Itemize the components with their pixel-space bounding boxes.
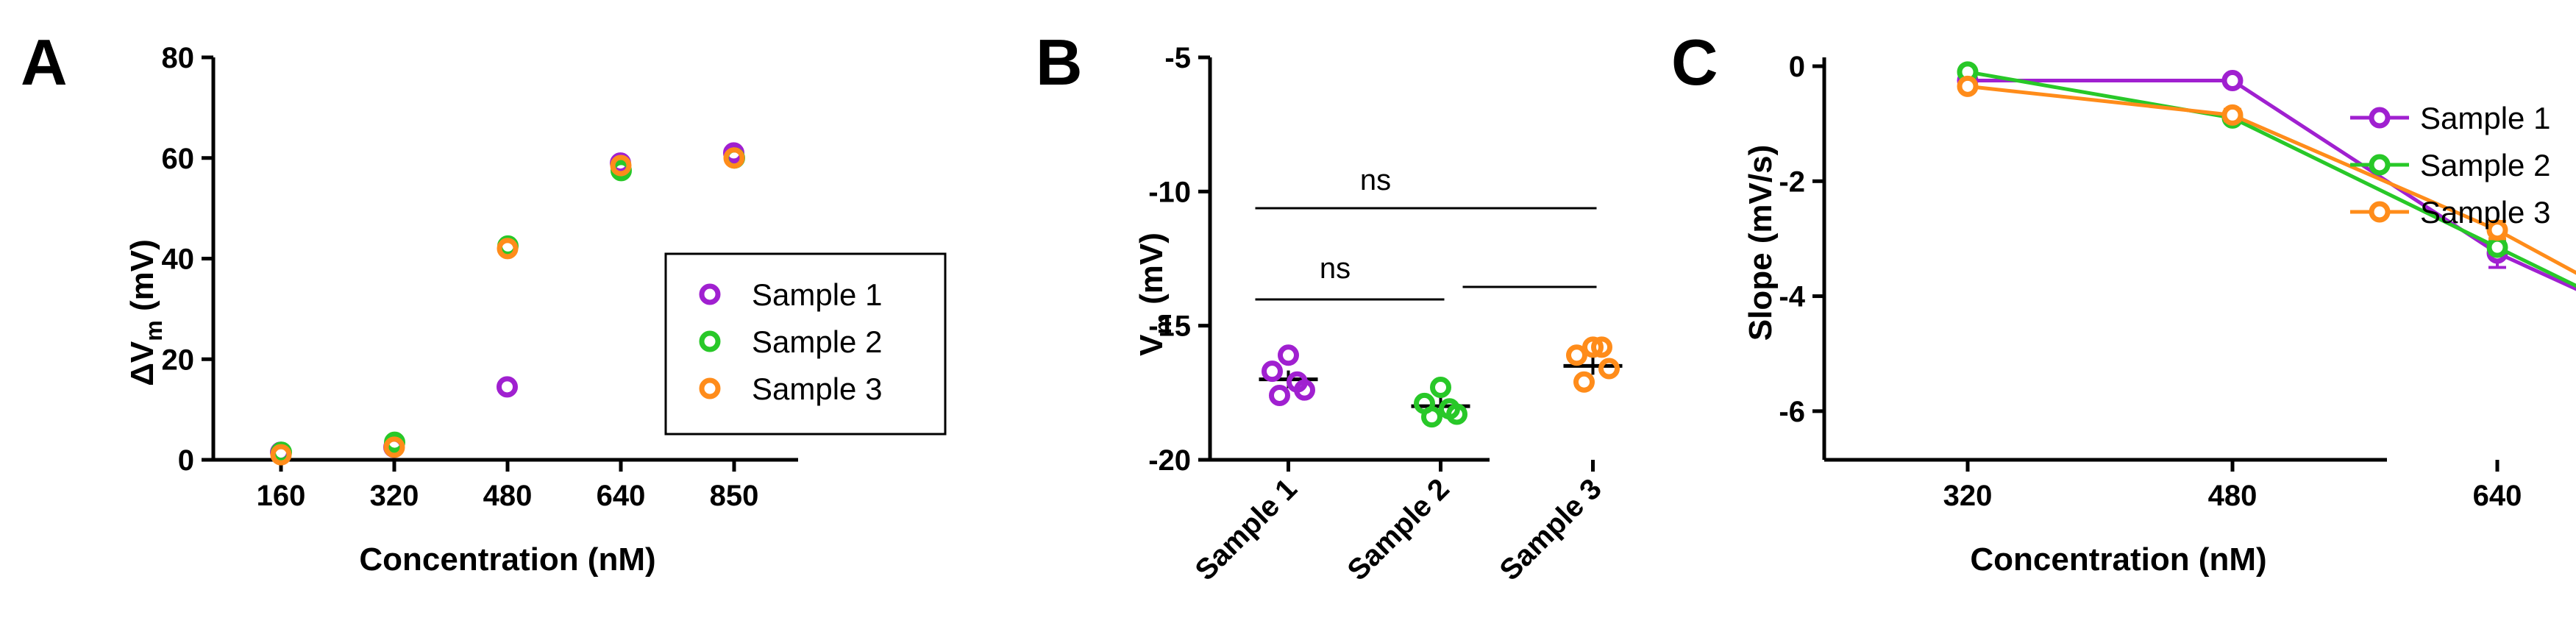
chart-c-point	[2221, 104, 2244, 126]
chart-b-point	[1591, 336, 1612, 358]
chart-a-legend-marker	[699, 283, 721, 305]
chart-b-point	[1421, 406, 1442, 428]
chart-b-point	[1566, 344, 1587, 366]
chart-a-legend	[664, 252, 947, 436]
chart-a-point	[497, 376, 518, 398]
chart-b-point	[1582, 336, 1604, 358]
chart-b-y-tick-label: -10	[1148, 176, 1191, 208]
chart-a-legend-marker	[699, 330, 721, 352]
chart-b-x-tick-label: Sample 2	[1342, 472, 1456, 586]
chart-a-point	[270, 444, 292, 466]
chart-c-x-tick-label: 640	[2473, 480, 2522, 512]
panel-label-c: C	[1671, 26, 1718, 99]
chart-c-legend-marker	[2369, 201, 2391, 223]
chart-c-y-tick-label: -2	[1779, 166, 1805, 198]
chart-c-y-axis-title: Slope (mV/s)	[1743, 145, 1779, 341]
chart-a-y-axis-title: ΔVm (mV)	[124, 239, 167, 386]
significance-label-top: ns	[1360, 164, 1391, 196]
chart-a-y-title-main: ΔV	[124, 341, 160, 386]
chart-b-point	[1278, 344, 1299, 366]
chart-a-legend-label: Sample 3	[752, 372, 882, 406]
chart-c-x-tick-label: 320	[1943, 480, 1993, 512]
chart-c-x-tick-label: 480	[2208, 480, 2257, 512]
chart-a-y-tick-label: 40	[162, 244, 195, 276]
chart-c: Concentration (nM) Slope (mV/s) 0 -2 -4 -6 3…	[1743, 51, 2576, 578]
chart-b-point	[1439, 398, 1460, 420]
chart-b-point	[1287, 371, 1308, 393]
chart-b-point	[1269, 384, 1290, 406]
chart-a-point	[723, 147, 745, 169]
chart-c-y-tick-label: -6	[1779, 396, 1805, 428]
chart-c-y-tick-label: -4	[1779, 281, 1805, 313]
chart-a-y-tick-label: 80	[162, 42, 195, 74]
chart-c-series-line	[1968, 79, 2576, 291]
chart-b-y-title-sub: m	[1150, 313, 1176, 334]
chart-c-series-line	[1967, 70, 2576, 288]
chart-a-point	[497, 238, 519, 260]
chart-c-point	[2486, 236, 2508, 258]
chart-b-y-axis-title: Vm (mV)	[1134, 232, 1176, 356]
chart-a-legend-label: Sample 1	[752, 277, 882, 312]
chart-c-point	[2486, 219, 2508, 241]
chart-b-y-tick-label: -5	[1164, 42, 1191, 74]
panel-label-b: B	[1036, 26, 1083, 99]
chart-a-x-tick-label: 320	[370, 480, 419, 512]
chart-c-point	[1957, 75, 1979, 97]
chart-b-point	[1598, 358, 1620, 380]
chart-c-legend-marker	[2369, 154, 2391, 176]
chart-a-y-tick-label: 0	[178, 444, 194, 477]
chart-a-legend-marker	[699, 377, 721, 399]
chart-b-y-tick-label: -15	[1148, 310, 1191, 343]
chart-b-x-tick-label: Sample 1	[1189, 472, 1303, 586]
chart-c-legend-marker	[2369, 107, 2391, 129]
chart-c-legend-label: Sample 1	[2420, 101, 2550, 135]
chart-b-point	[1573, 371, 1595, 393]
chart-b-y-title-unit: (mV)	[1134, 232, 1170, 313]
chart-c-series-line	[1967, 84, 2576, 275]
chart-c-y-tick-label: 0	[1789, 51, 1805, 83]
chart-a-y-tick-label: 60	[162, 143, 195, 175]
chart-a-x-tick-label: 480	[483, 480, 533, 512]
chart-a-legend-label: Sample 2	[752, 324, 882, 359]
significance-label-left: ns	[1320, 252, 1351, 285]
chart-a-x-tick-label: 160	[257, 480, 306, 512]
chart-b-y-title-main: V	[1134, 334, 1170, 356]
chart-c-x-axis-title: Concentration (nM)	[1970, 541, 2266, 578]
chart-a-y-title-unit: (mV)	[124, 239, 160, 320]
chart-b-point	[1262, 360, 1283, 383]
chart-c-point	[2221, 70, 2244, 92]
chart-b-y-tick-label: -20	[1148, 444, 1191, 477]
chart-b-x-tick-label: Sample 3	[1494, 472, 1608, 586]
chart-a-x-axis-title: Concentration (nM)	[359, 541, 655, 578]
chart-a-y-tick-label: 20	[162, 344, 195, 376]
chart-a-x-tick-label: 640	[597, 480, 646, 512]
chart-a-point	[383, 436, 405, 458]
chart-c-legend-label: Sample 3	[2420, 195, 2550, 230]
panel-label-a: A	[21, 26, 68, 99]
chart-b-point	[1430, 377, 1451, 399]
chart-a: Concentration (nM) ΔVm (mV) 0 20 40 60 80 160…	[124, 42, 947, 578]
chart-a-y-title-sub: m	[140, 320, 167, 341]
chart-a-point	[610, 154, 632, 177]
chart-a-x-tick-label: 850	[710, 480, 759, 512]
chart-b: Vm (mV) ns ns -20 -15 -10 -5 Sample 1 Sample …	[1134, 42, 1623, 587]
chart-c-legend-label: Sample 2	[2420, 148, 2550, 182]
